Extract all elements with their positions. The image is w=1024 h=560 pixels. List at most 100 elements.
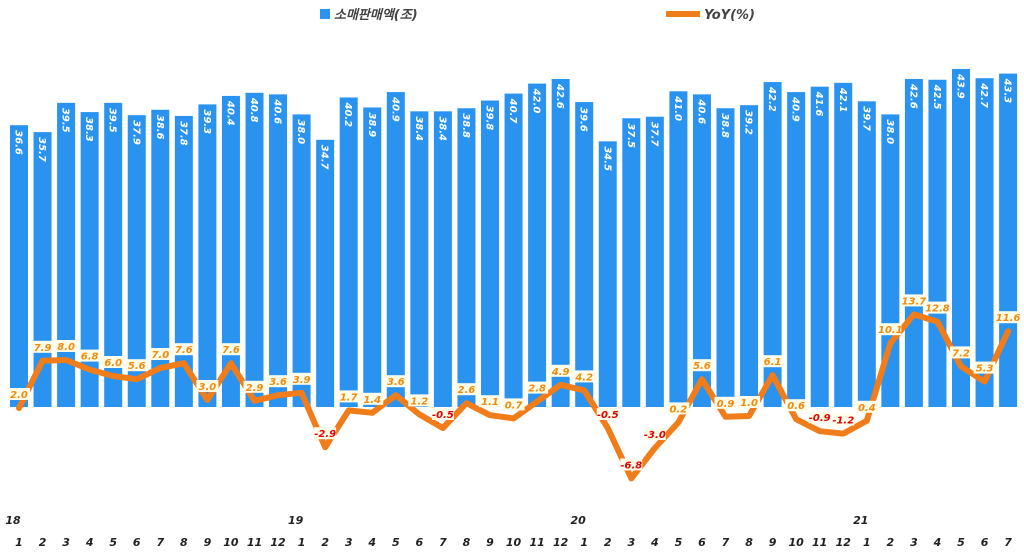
bar-value-label: 34.7 bbox=[319, 145, 330, 170]
x-tick-month: 3 bbox=[910, 536, 918, 549]
bar bbox=[740, 105, 758, 407]
x-tick-month: 12 bbox=[836, 536, 852, 549]
x-tick-month: 5 bbox=[675, 536, 683, 549]
x-tick-month: 6 bbox=[416, 536, 424, 549]
x-tick-month: 7 bbox=[1004, 536, 1012, 549]
yoy-value-label: 6.0 bbox=[104, 358, 122, 369]
yoy-value-label: 5.6 bbox=[693, 361, 711, 372]
legend-line-label: YoY(%) bbox=[704, 8, 755, 23]
bar bbox=[575, 102, 593, 407]
yoy-value-label: 4.9 bbox=[551, 367, 570, 378]
bar-value-label: 38.4 bbox=[413, 116, 424, 141]
x-tick-month: 7 bbox=[439, 536, 447, 549]
x-tick-month: 11 bbox=[812, 536, 827, 549]
yoy-value-label: 7.6 bbox=[222, 345, 240, 356]
yoy-value-label: 5.6 bbox=[128, 361, 146, 372]
bar-value-label: 40.9 bbox=[389, 96, 400, 122]
yoy-value-label: 0.7 bbox=[505, 400, 523, 411]
bar bbox=[10, 125, 28, 407]
bar-value-label: 43.9 bbox=[955, 73, 966, 99]
yoy-value-label: 7.6 bbox=[175, 345, 193, 356]
x-tick-month: 4 bbox=[933, 536, 942, 549]
bar-value-label: 40.6 bbox=[272, 98, 283, 124]
yoy-value-label: 1.0 bbox=[740, 398, 758, 409]
bar-value-label: 40.4 bbox=[224, 100, 235, 126]
yoy-value-label: 2.9 bbox=[246, 383, 264, 394]
bar bbox=[552, 79, 570, 407]
yoy-value-label: -3.0 bbox=[644, 430, 666, 441]
x-tick-month: 6 bbox=[133, 536, 141, 549]
bar-value-label: 38.9 bbox=[366, 112, 377, 137]
x-tick-month: 2 bbox=[604, 536, 612, 549]
bar bbox=[787, 92, 805, 407]
x-tick-month: 11 bbox=[529, 536, 544, 549]
bar-value-label: 42.1 bbox=[837, 87, 848, 113]
bar bbox=[457, 108, 475, 407]
yoy-value-label: 7.9 bbox=[34, 343, 52, 354]
x-tick-month: 4 bbox=[367, 536, 376, 549]
bar bbox=[293, 114, 311, 407]
bar-value-label: 43.3 bbox=[1002, 78, 1013, 104]
x-tick-month: 12 bbox=[553, 536, 569, 549]
x-tick-month: 1 bbox=[863, 536, 871, 549]
bar-value-label: 39.3 bbox=[201, 109, 212, 134]
bar-value-label: 42.2 bbox=[766, 86, 777, 112]
yoy-value-label: 7.0 bbox=[151, 350, 169, 361]
bar bbox=[717, 108, 735, 407]
legend: 소매판매액(조) YoY(%) bbox=[320, 7, 755, 23]
yoy-value-label: -1.2 bbox=[832, 416, 854, 427]
bar bbox=[976, 78, 994, 407]
bar bbox=[858, 101, 876, 407]
x-tick-month: 2 bbox=[321, 536, 329, 549]
bar-value-label: 39.7 bbox=[860, 106, 871, 131]
bar bbox=[340, 97, 358, 407]
x-tick-month: 10 bbox=[788, 536, 804, 549]
x-tick-month: 6 bbox=[698, 536, 706, 549]
x-tick-month: 8 bbox=[463, 536, 471, 549]
yoy-value-label: 0.2 bbox=[670, 404, 688, 415]
bar-value-label: 37.8 bbox=[177, 121, 188, 146]
yoy-value-label: 6.8 bbox=[81, 352, 99, 363]
x-tick-month: 4 bbox=[85, 536, 94, 549]
bar bbox=[481, 101, 499, 407]
x-tick-year: 21 bbox=[853, 514, 868, 527]
yoy-value-label: -2.9 bbox=[314, 429, 336, 440]
bar-value-label: 39.5 bbox=[107, 108, 118, 133]
bar-value-label: 38.0 bbox=[295, 119, 306, 144]
yoy-value-label: 1.1 bbox=[481, 397, 499, 408]
yoy-value-label: 4.2 bbox=[574, 372, 593, 383]
x-tick-month: 3 bbox=[345, 536, 353, 549]
yoy-value-label: -0.5 bbox=[432, 410, 454, 421]
bar bbox=[811, 87, 829, 407]
bar bbox=[246, 93, 264, 407]
bar-value-label: 41.0 bbox=[672, 95, 683, 121]
bar-value-label: 38.0 bbox=[884, 119, 895, 144]
x-tick-month: 1 bbox=[580, 536, 588, 549]
yoy-value-label: -6.8 bbox=[620, 460, 642, 471]
x-tick-month: 5 bbox=[109, 536, 117, 549]
bar bbox=[198, 104, 216, 407]
bar bbox=[363, 107, 381, 407]
x-tick-year: 20 bbox=[571, 514, 587, 527]
bar bbox=[505, 94, 523, 407]
bar bbox=[316, 140, 334, 407]
bar-value-label: 37.9 bbox=[130, 120, 141, 145]
bar bbox=[269, 94, 287, 407]
bar-value-label: 38.4 bbox=[436, 116, 447, 141]
x-tick-month: 9 bbox=[769, 536, 777, 549]
bar bbox=[999, 74, 1017, 407]
bar bbox=[834, 83, 852, 407]
yoy-value-label: 10.1 bbox=[878, 325, 903, 336]
x-tick-month: 8 bbox=[180, 536, 188, 549]
bar-value-label: 38.3 bbox=[83, 117, 94, 142]
yoy-value-label: 1.7 bbox=[340, 392, 358, 403]
yoy-value-label: 1.2 bbox=[410, 396, 428, 407]
yoy-value-label: 0.9 bbox=[717, 399, 735, 410]
yoy-value-label: 3.0 bbox=[199, 382, 217, 393]
bar-value-label: 40.7 bbox=[507, 98, 518, 124]
bar-value-label: 40.6 bbox=[695, 98, 706, 124]
bar-value-label: 39.2 bbox=[743, 110, 754, 135]
bar bbox=[528, 84, 546, 407]
bar-value-label: 42.7 bbox=[978, 82, 989, 108]
